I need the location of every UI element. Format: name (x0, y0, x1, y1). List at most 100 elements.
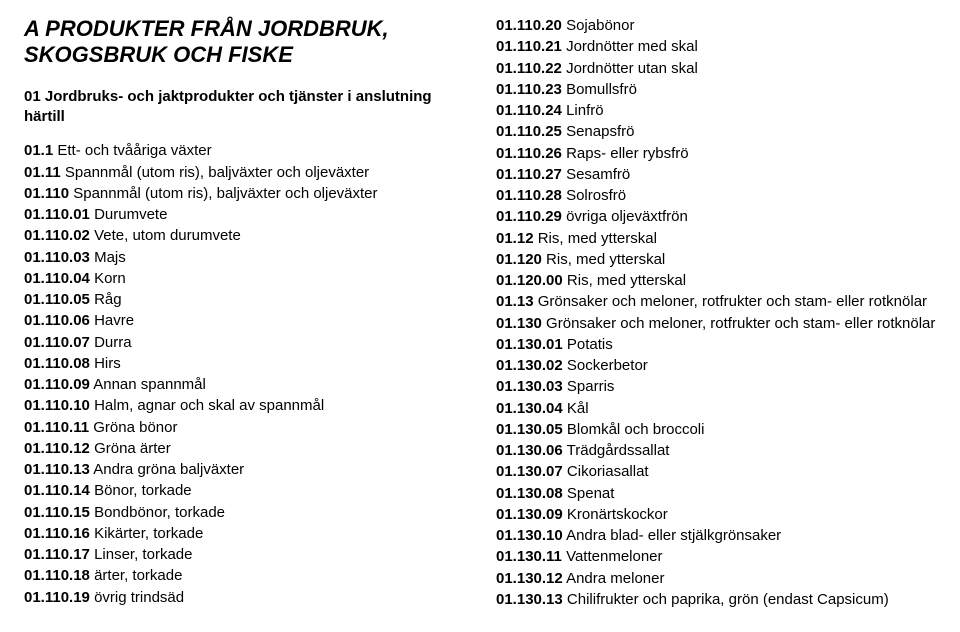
item-code: 01.110.06 (24, 312, 90, 329)
item-code: 01.110 (24, 185, 69, 202)
left-list: 01.1 Ett- och tvååriga växter 01.11 Spann… (24, 141, 464, 608)
item-code: 01.130.07 (496, 463, 563, 480)
item-label: Halm, agnar och skal av spannmål (90, 397, 324, 414)
section-title: A PRODUKTER FRÅN JORDBRUK, SKOGSBRUK OCH… (24, 16, 464, 69)
item-label: Jordnötter med skal (562, 38, 698, 55)
list-item: 01.11 Spannmål (utom ris), baljväxter oc… (24, 163, 464, 183)
item-label: Kål (563, 400, 589, 417)
item-label: Raps- eller rybsfrö (562, 145, 689, 162)
list-item: 01.110.06 Havre (24, 311, 464, 331)
list-item: 01.110.21 Jordnötter med skal (496, 37, 936, 57)
item-label: Majs (90, 249, 126, 266)
item-code: 01.110.24 (496, 102, 562, 119)
item-label: Sparris (563, 378, 615, 395)
item-label: Kikärter, torkade (90, 525, 203, 542)
item-label: Gröna bönor (89, 419, 177, 436)
list-item: 01.110.02 Vete, utom durumvete (24, 226, 464, 246)
item-code: 01.110.14 (24, 482, 90, 499)
item-code: 01.110.15 (24, 504, 90, 521)
right-column: 01.110.20 Sojabönor01.110.21 Jordnötter … (496, 16, 936, 616)
list-item: 01.110.07 Durra (24, 333, 464, 353)
item-code: 01.130.10 (496, 527, 563, 544)
list-item: 01.130.04 Kål (496, 399, 936, 419)
item-label: Spenat (563, 485, 615, 502)
item-label: Bondbönor, torkade (90, 504, 225, 521)
item-label: Jordnötter utan skal (562, 60, 698, 77)
item-label: Durra (90, 334, 132, 351)
left-heading: 01 Jordbruks- och jaktprodukter och tjän… (24, 87, 464, 128)
item-label: Ris, med ytterskal (542, 251, 665, 268)
item-code: 01.12 (496, 230, 534, 247)
list-item: 01.110 Spannmål (utom ris), baljväxter o… (24, 184, 464, 204)
item-code: 01.110.20 (496, 17, 562, 34)
item-code: 01.130.09 (496, 506, 563, 523)
item-label: Bomullsfrö (562, 81, 637, 98)
list-item: 01.110.14 Bönor, torkade (24, 481, 464, 501)
list-item: 01.130.06 Trädgårdssallat (496, 441, 936, 461)
item-code: 01.11 (24, 164, 61, 181)
item-code: 01.110.09 (24, 376, 90, 393)
item-label: Sockerbetor (563, 357, 648, 374)
list-item: 01.110.19 övrig trindsäd (24, 588, 464, 608)
item-code: 01.130.02 (496, 357, 563, 374)
item-code: 01.130 (496, 315, 542, 332)
right-list: 01.110.20 Sojabönor01.110.21 Jordnötter … (496, 16, 936, 610)
item-label: Chilifrukter och paprika, grön (endast C… (563, 591, 889, 608)
list-item: 01.110.24 Linfrö (496, 101, 936, 121)
list-item: 01.130.01 Potatis (496, 335, 936, 355)
list-item: 01.130.12 Andra meloner (496, 569, 936, 589)
left-column: A PRODUKTER FRÅN JORDBRUK, SKOGSBRUK OCH… (24, 16, 464, 616)
list-item: 01.110.29 övriga oljeväxtfrön (496, 207, 936, 227)
item-label: Gröna ärter (90, 440, 171, 457)
item-code: 01.110.05 (24, 291, 90, 308)
list-item: 01.130.05 Blomkål och broccoli (496, 420, 936, 440)
list-item: 01.120 Ris, med ytterskal (496, 250, 936, 270)
list-item: 01.110.03 Majs (24, 248, 464, 268)
list-item: 01.130.08 Spenat (496, 484, 936, 504)
item-code: 01.130.12 (496, 570, 563, 587)
item-code: 01.1 (24, 142, 53, 159)
item-code: 01.110.17 (24, 546, 90, 563)
list-item: 01.110.10 Halm, agnar och skal av spannm… (24, 396, 464, 416)
item-label: ärter, torkade (90, 567, 183, 584)
item-label: Blomkål och broccoli (563, 421, 705, 438)
item-label: Grönsaker och meloner, rotfrukter och st… (534, 293, 928, 310)
list-item: 01.130.11 Vattenmeloner (496, 547, 936, 567)
item-label: Durumvete (90, 206, 168, 223)
list-item: 01.110.17 Linser, torkade (24, 545, 464, 565)
item-label: Linser, torkade (90, 546, 193, 563)
item-label: Annan spannmål (90, 376, 206, 393)
item-label: Sojabönor (562, 17, 635, 34)
list-item: 01.130.07 Cikoriasallat (496, 462, 936, 482)
item-label: Bönor, torkade (90, 482, 192, 499)
item-code: 01.110.19 (24, 589, 90, 606)
item-code: 01.110.18 (24, 567, 90, 584)
list-item: 01.130.10 Andra blad- eller stjälkgrönsa… (496, 526, 936, 546)
list-item: 01.110.26 Raps- eller rybsfrö (496, 144, 936, 164)
list-item: 01.110.18 ärter, torkade (24, 566, 464, 586)
item-code: 01.110.08 (24, 355, 90, 372)
item-label: Hirs (90, 355, 121, 372)
item-label: Kronärtskockor (563, 506, 668, 523)
item-code: 01.130.04 (496, 400, 563, 417)
item-label: Havre (90, 312, 134, 329)
item-code: 01.110.07 (24, 334, 90, 351)
list-item: 01.110.20 Sojabönor (496, 16, 936, 36)
item-label: Linfrö (562, 102, 604, 119)
item-code: 01.130.01 (496, 336, 563, 353)
item-label: Ris, med ytterskal (563, 272, 686, 289)
item-label: Ett- och tvååriga växter (53, 142, 211, 159)
item-code: 01.110.26 (496, 145, 562, 162)
item-label: Vattenmeloner (562, 548, 663, 565)
item-code: 01.13 (496, 293, 534, 310)
item-label: Ris, med ytterskal (534, 230, 657, 247)
item-code: 01.110.25 (496, 123, 562, 140)
list-item: 01.130.09 Kronärtskockor (496, 505, 936, 525)
list-item: 01.110.28 Solrosfrö (496, 186, 936, 206)
item-label: Andra gröna baljväxter (90, 461, 244, 478)
item-code: 01.130.03 (496, 378, 563, 395)
list-item: 01.110.08 Hirs (24, 354, 464, 374)
item-code: 01.110.03 (24, 249, 90, 266)
item-label: Korn (90, 270, 126, 287)
item-label: Grönsaker och meloner, rotfrukter och st… (542, 315, 936, 332)
